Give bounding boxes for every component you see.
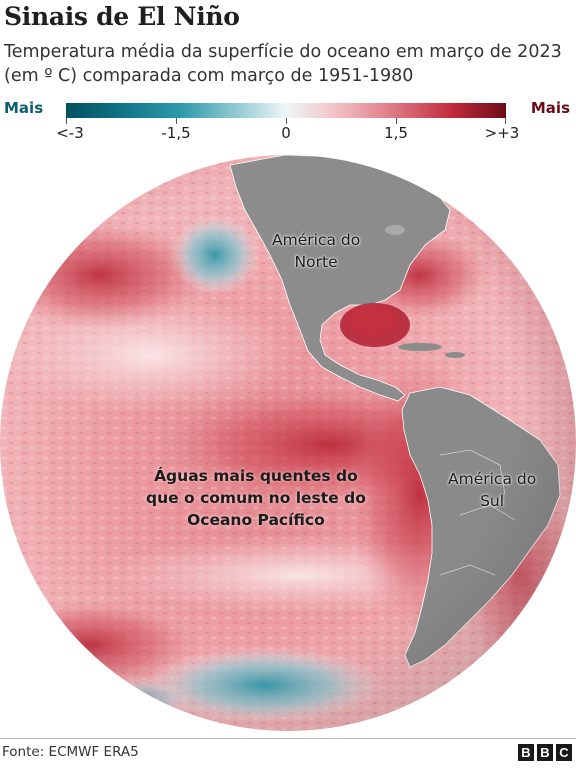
legend-cold-label: Mais: [4, 99, 44, 117]
legend-tick: [66, 118, 67, 124]
source-credit: Fonte: ECMWF ERA5: [2, 744, 139, 760]
chart-title: Sinais de El Niño: [4, 2, 240, 31]
label-south-america: América do Sul: [448, 470, 537, 510]
legend-tick-label: -1,5: [161, 124, 191, 142]
label-pacific-warm-waters: Águas mais quentes do que o comum no les…: [146, 467, 366, 529]
chart-subtitle: Temperatura média da superfície do ocean…: [4, 42, 562, 86]
footer-divider: [0, 738, 576, 739]
bbc-logo-letter: B: [537, 744, 553, 761]
globe-surface: [0, 155, 576, 731]
bbc-logo-letter: B: [518, 744, 534, 761]
legend-warm-label: Mais: [530, 99, 570, 117]
legend-tick: [176, 118, 177, 124]
legend-tick-label: 0: [281, 124, 291, 142]
bbc-logo-letter: C: [556, 744, 572, 761]
legend-tick: [396, 118, 397, 124]
label-north-america: América do Norte: [272, 231, 361, 271]
globe-svg: [0, 155, 576, 731]
legend-color-scale: [66, 103, 506, 118]
legend-tick-label: >+3: [484, 124, 520, 142]
legend-tick: [505, 118, 506, 124]
bbc-logo: B B C: [518, 744, 572, 761]
globe-map: América do Norte América do Sul Águas ma…: [0, 155, 576, 735]
legend-tick-label: <-3: [56, 124, 84, 142]
legend-tick-label: 1,5: [384, 124, 408, 142]
legend-tick: [286, 118, 287, 124]
